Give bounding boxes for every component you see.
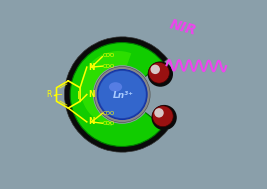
- Text: N: N: [88, 90, 94, 99]
- Circle shape: [154, 108, 164, 118]
- Text: COO: COO: [103, 53, 115, 58]
- Text: COO: COO: [103, 111, 115, 116]
- Text: N: N: [88, 63, 94, 72]
- Circle shape: [94, 67, 150, 122]
- Text: N: N: [88, 117, 94, 126]
- Circle shape: [97, 70, 147, 119]
- Circle shape: [99, 71, 146, 118]
- Wedge shape: [65, 37, 168, 152]
- Wedge shape: [81, 51, 131, 126]
- Text: Ln³⁺: Ln³⁺: [113, 91, 134, 100]
- Text: ⁻: ⁻: [108, 122, 111, 127]
- Text: R —: R —: [46, 90, 62, 99]
- Circle shape: [149, 62, 169, 83]
- Text: NIR: NIR: [168, 17, 198, 38]
- Text: COO: COO: [103, 64, 115, 69]
- Wedge shape: [70, 43, 163, 146]
- Text: COO: COO: [103, 121, 115, 126]
- Circle shape: [151, 105, 177, 130]
- Circle shape: [152, 106, 173, 127]
- Circle shape: [151, 65, 160, 74]
- Circle shape: [93, 65, 151, 124]
- Ellipse shape: [109, 82, 122, 92]
- Text: ⁻: ⁻: [108, 53, 111, 58]
- Circle shape: [148, 61, 173, 87]
